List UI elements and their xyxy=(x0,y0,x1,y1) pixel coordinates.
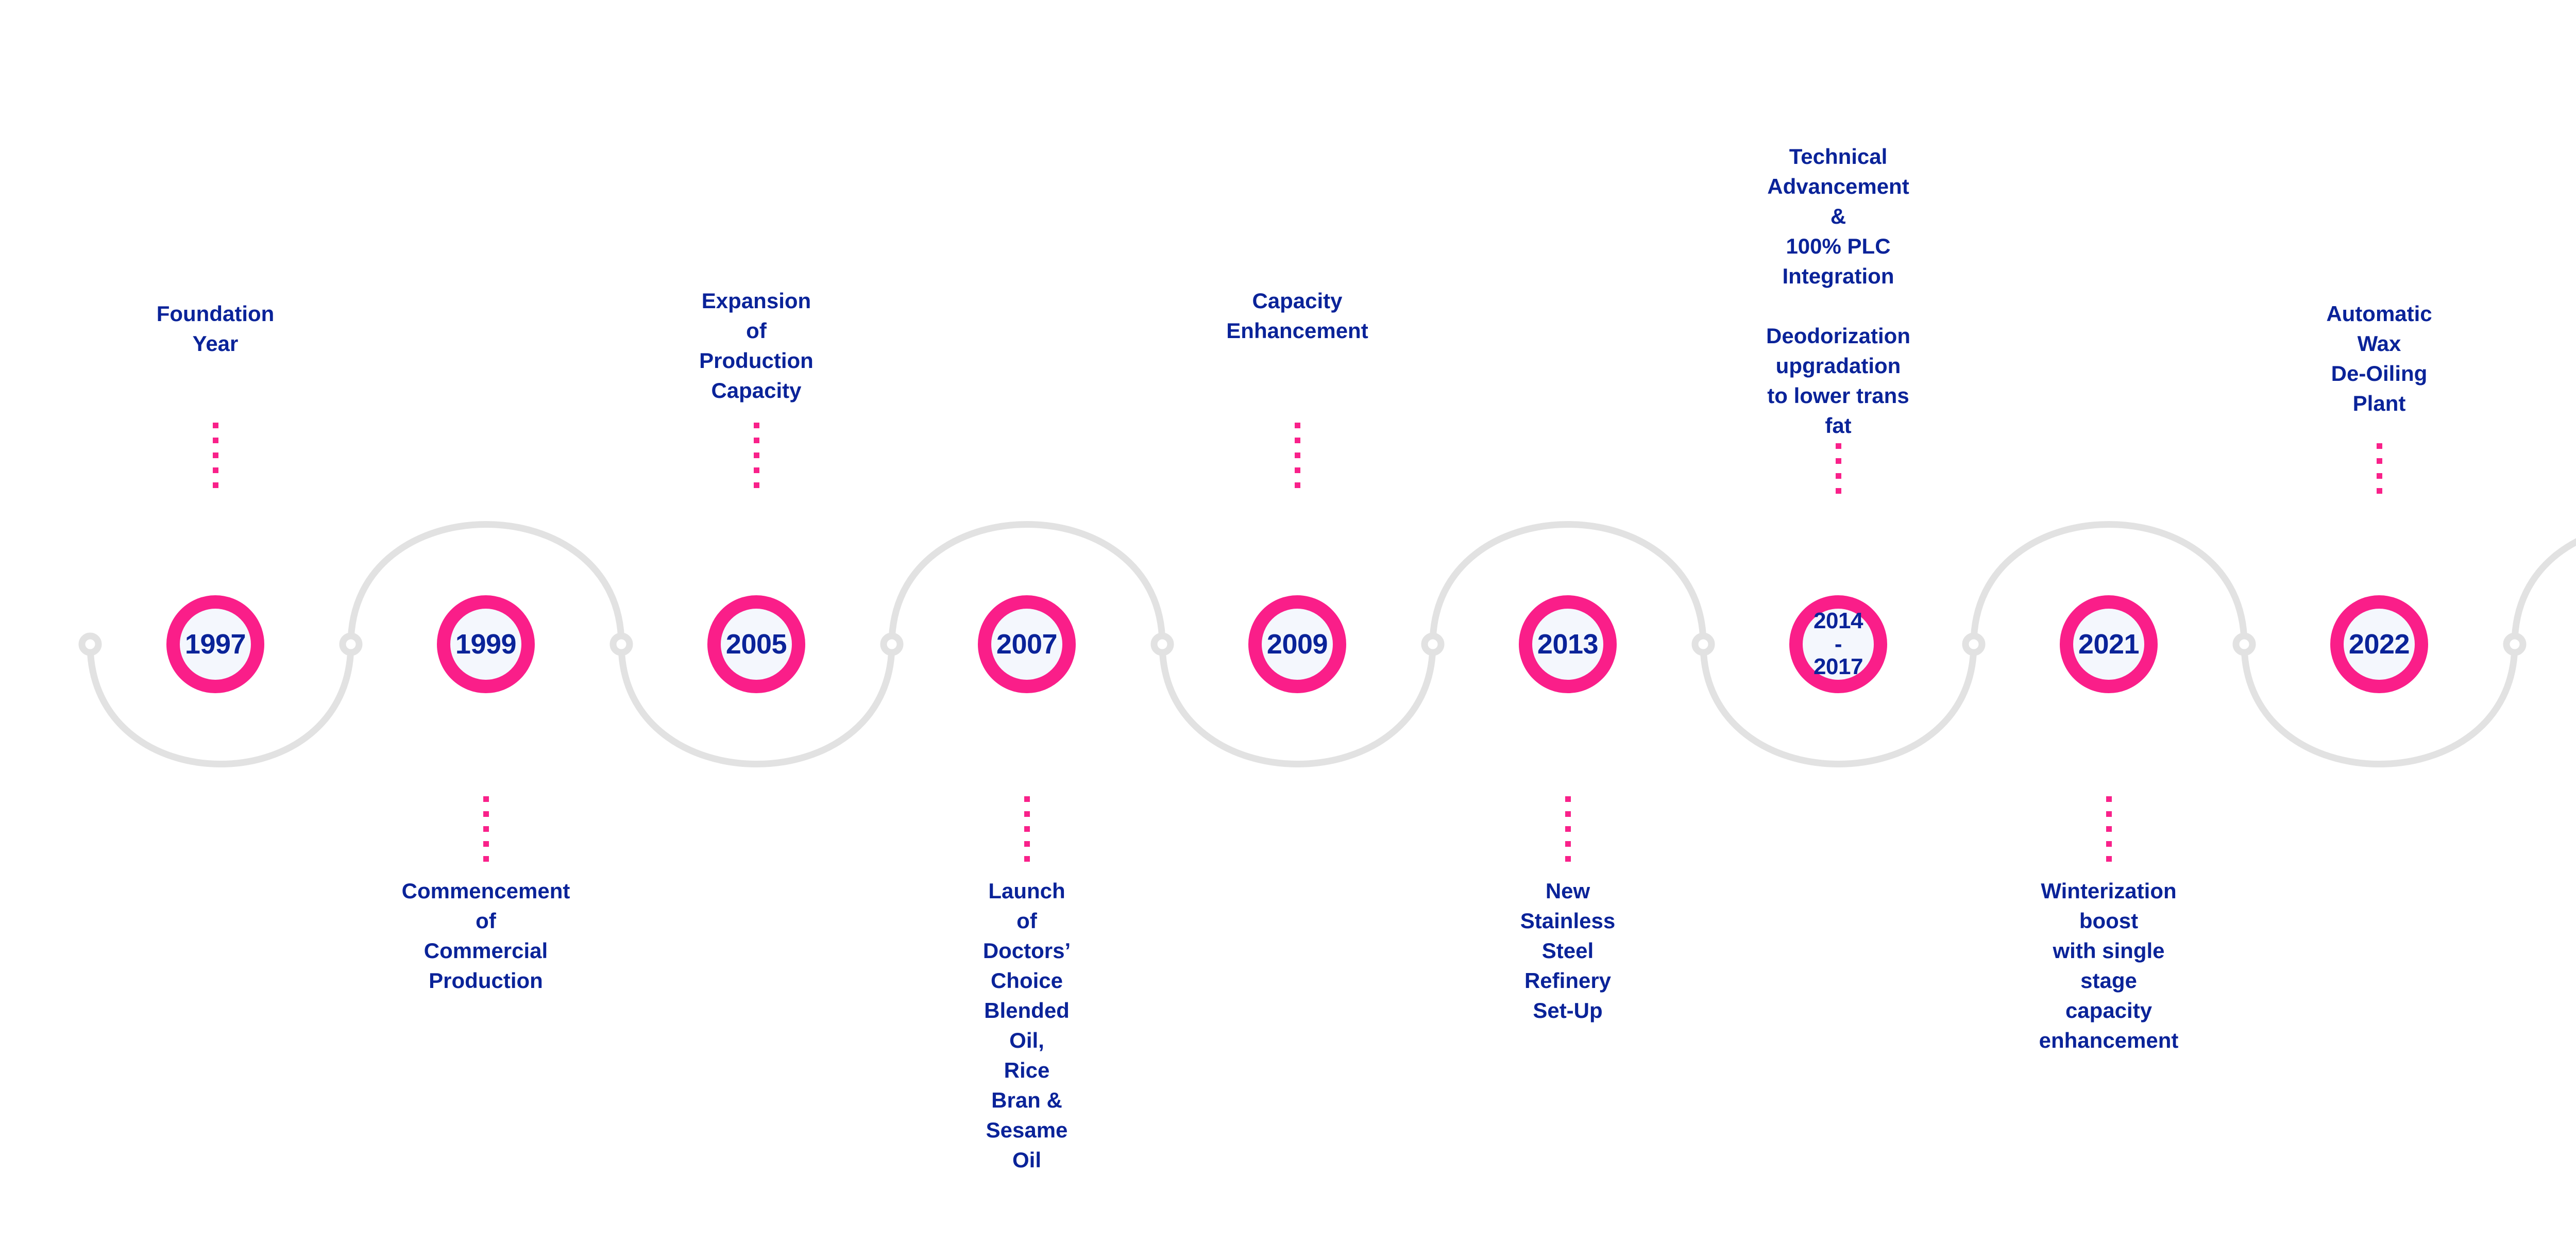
year-label: 2021 xyxy=(2078,629,2140,660)
year-label: 2022 xyxy=(2348,629,2410,660)
year-badge[interactable]: 2005 xyxy=(707,595,805,693)
year-badge[interactable]: 2013 xyxy=(1519,595,1617,693)
dotted-stem-icon xyxy=(2377,443,2382,495)
dotted-stem-icon xyxy=(1024,796,1030,863)
wave-node-start xyxy=(78,632,102,656)
year-badge[interactable]: 1999 xyxy=(437,595,535,693)
year-label: 2014 - 2017 xyxy=(1814,608,1863,680)
wave-node xyxy=(2503,632,2527,656)
wave-node xyxy=(1150,632,1174,656)
year-badge[interactable]: 2014 - 2017 xyxy=(1789,595,1887,693)
wave-node xyxy=(1962,632,1986,656)
year-badge[interactable]: 2022 xyxy=(2330,595,2428,693)
year-badge[interactable]: 2021 xyxy=(2060,595,2158,693)
wave-node xyxy=(880,632,904,656)
year-label: 2005 xyxy=(725,629,787,660)
wave-node xyxy=(609,632,633,656)
wave-node xyxy=(1691,632,1715,656)
dotted-stem-icon xyxy=(213,423,218,490)
year-label: 1999 xyxy=(455,629,517,660)
dotted-stem-icon xyxy=(483,796,489,863)
milestone-caption: Launch of Doctors’ Choice Blended Oil, R… xyxy=(982,879,1071,1172)
year-label: 1997 xyxy=(184,629,246,660)
milestone-caption: Capacity Enhancement xyxy=(1226,289,1368,343)
year-badge[interactable]: 2007 xyxy=(978,595,1076,693)
milestone-caption: Automatic Wax De-Oiling Plant xyxy=(2326,301,2432,415)
milestone-caption: Technical Advancement & 100% PLC Integra… xyxy=(1766,144,1910,438)
milestone-caption: Expansion of Production Capacity xyxy=(699,289,814,403)
year-label: 2007 xyxy=(996,629,1058,660)
dotted-stem-icon xyxy=(1565,796,1571,863)
dotted-stem-icon xyxy=(1836,443,1841,495)
wave-node xyxy=(339,632,363,656)
year-badge[interactable]: 2009 xyxy=(1248,595,1346,693)
year-label: 2013 xyxy=(1537,629,1599,660)
dotted-stem-icon xyxy=(2106,796,2112,863)
year-label: 2009 xyxy=(1266,629,1328,660)
wave-node xyxy=(1421,632,1445,656)
milestone-caption: Foundation Year xyxy=(156,301,275,356)
milestone-caption: New Stainless Steel Refinery Set-Up xyxy=(1520,879,1616,1023)
dotted-stem-icon xyxy=(1295,423,1300,490)
milestone-caption: Commencement of Commercial Production xyxy=(401,879,570,993)
milestone-caption: Winterization boost with single stage ca… xyxy=(2039,879,2179,1052)
year-badge[interactable]: 1997 xyxy=(166,595,264,693)
dotted-stem-icon xyxy=(754,423,759,490)
wave-node xyxy=(2232,632,2256,656)
